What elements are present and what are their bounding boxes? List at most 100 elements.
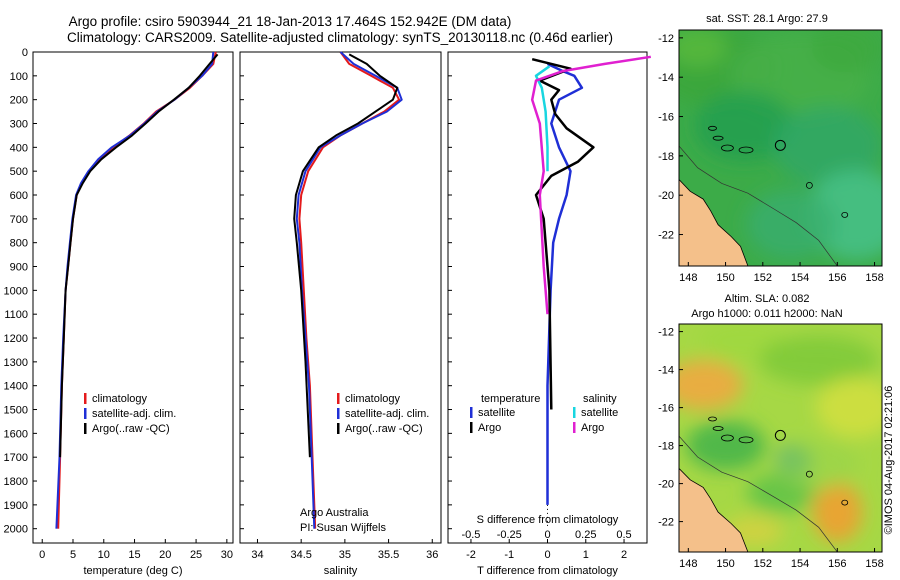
temp-diff-legend-swatch-0: [470, 407, 473, 418]
longitude-tick-label: 150: [716, 272, 734, 284]
temp-diff-legend-label-0: satellite: [478, 407, 515, 419]
temp-diff-tick-label: -1: [504, 549, 514, 561]
figure-title-line1: Argo profile: csiro 5903944_21 18-Jan-20…: [69, 14, 512, 29]
temperature-tick-label: 25: [190, 549, 202, 561]
argo-position-marker: [774, 429, 786, 441]
salinity-legend-swatch-2: [337, 423, 340, 434]
depth-tick-label: 1300: [4, 357, 28, 369]
sal-diff-tick-label: 0.5: [616, 529, 631, 541]
difference-series-line: [534, 65, 551, 172]
figure-title-line2: Climatology: CARS2009. Satellite-adjuste…: [67, 30, 613, 45]
salinity-legend-label-0: climatology: [345, 393, 401, 405]
temperature-plot-frame: [32, 51, 234, 544]
longitude-tick-label: 156: [828, 558, 846, 570]
depth-tick-label: 600: [10, 190, 28, 202]
temp-diff-axis-label: T difference from climatology: [477, 565, 618, 577]
temperature-tick-label: 5: [70, 549, 76, 561]
map-field-blobs: [679, 30, 882, 260]
sal-diff-tick-label: -0.5: [461, 529, 480, 541]
map-field-patch: [745, 189, 836, 260]
longitude-tick-label: 158: [865, 272, 883, 284]
longitude-tick-label: 148: [679, 272, 697, 284]
reef-outline: [721, 144, 734, 152]
depth-tick-label: 700: [10, 214, 28, 226]
latitude-tick-label: -14: [658, 365, 674, 377]
temp-diff-legend-swatch-1: [470, 422, 473, 433]
latitude-tick-label: -18: [658, 151, 674, 163]
reef-outline: [805, 181, 813, 189]
salinity-annotation-pi: PI: Susan Wijffels: [300, 522, 386, 534]
depth-tick-label: 1100: [4, 309, 28, 321]
depth-tick-label: 500: [10, 166, 28, 178]
salinity-tick-label: 34.5: [290, 549, 311, 561]
map-field-patch: [679, 30, 728, 68]
depth-tick-label: 1500: [4, 405, 28, 417]
land-mass: [679, 467, 749, 552]
difference-series-line: [530, 55, 651, 315]
reef-outline: [712, 426, 724, 431]
reef-outline: [712, 135, 724, 141]
latitude-tick-label: -22: [658, 230, 674, 242]
depth-tick-label: 1000: [4, 285, 28, 297]
longitude-tick-label: 148: [679, 558, 697, 570]
bathymetry-contour: [679, 435, 838, 552]
salinity-legend-swatch-0: [337, 393, 340, 404]
depth-tick-label: 900: [10, 262, 28, 274]
sal-diff-legend-swatch-0: [573, 407, 576, 418]
map-field-patch: [694, 91, 795, 162]
map-field-blobs: [679, 324, 882, 547]
temperature-legend-swatch-1: [84, 408, 87, 419]
latitude-tick-label: -16: [658, 403, 674, 415]
salinity-legend-label-1: satellite-adj. clim.: [345, 408, 429, 420]
salinity-tick-label: 34: [251, 549, 263, 561]
depth-tick-label: 1700: [4, 452, 28, 464]
temperature-legend-swatch-2: [84, 423, 87, 434]
map-field-patch: [758, 335, 879, 386]
longitude-tick-label: 158: [865, 558, 883, 570]
depth-tick-label: 0: [22, 47, 28, 59]
salinity-panel: 34 34.5 35 35.5 36 salinity climatology satelli…: [239, 51, 442, 577]
map-field-patch: [815, 377, 882, 438]
temp-diff-tick-label: 1: [583, 549, 589, 561]
difference-series-line: [546, 62, 584, 505]
sal-diff-tick-label: -0.25: [497, 529, 522, 541]
salinity-legend-label-2: Argo(..raw -QC): [345, 423, 423, 435]
map-field-patch: [811, 30, 882, 73]
reef-outline: [805, 470, 813, 478]
argo-position-marker: [774, 139, 786, 151]
bathymetry-contour: [679, 145, 838, 266]
map-frame: [678, 29, 883, 267]
latitude-tick-label: -12: [658, 327, 674, 339]
temperature-tick-label: 10: [98, 549, 110, 561]
temperature-legend-label-1: satellite-adj. clim.: [92, 408, 176, 420]
map-field-patch: [773, 106, 882, 187]
depth-tick-label: 200: [10, 95, 28, 107]
sla-map-title-line1: Altim. SLA: 0.082: [725, 293, 810, 305]
sal-diff-tick-label: 0: [544, 529, 550, 541]
depth-tick-label: 1600: [4, 428, 28, 440]
depth-tick-label: 1400: [4, 381, 28, 393]
reef-outline: [721, 434, 734, 442]
reef-outline: [708, 416, 717, 422]
longitude-tick-label: 154: [791, 272, 809, 284]
latitude-tick-label: -14: [658, 72, 674, 84]
map-field-patch: [679, 359, 744, 410]
temp-diff-legend-label-1: Argo: [478, 422, 501, 434]
depth-tick-label: 1200: [4, 333, 28, 345]
latitude-tick-label: -16: [658, 112, 674, 124]
sal-diff-legend-label-0: satellite: [581, 407, 618, 419]
temp-diff-legend-title: temperature: [481, 393, 540, 405]
depth-tick-label: 1800: [4, 476, 28, 488]
temperature-axis-label: temperature (deg C): [83, 565, 182, 577]
map-field: [679, 324, 882, 552]
difference-series-line: [531, 57, 595, 410]
salinity-tick-label: 35.5: [378, 549, 399, 561]
depth-tick-label: 300: [10, 119, 28, 131]
salinity-axis-label: salinity: [324, 565, 358, 577]
sal-diff-legend-title: salinity: [583, 393, 617, 405]
sal-diff-legend-label-1: Argo: [581, 422, 604, 434]
temperature-legend-label-0: climatology: [92, 393, 148, 405]
difference-panel: -2 -1 0 1 2T difference from climatology S di…: [447, 51, 651, 577]
map-frame: [678, 323, 883, 553]
